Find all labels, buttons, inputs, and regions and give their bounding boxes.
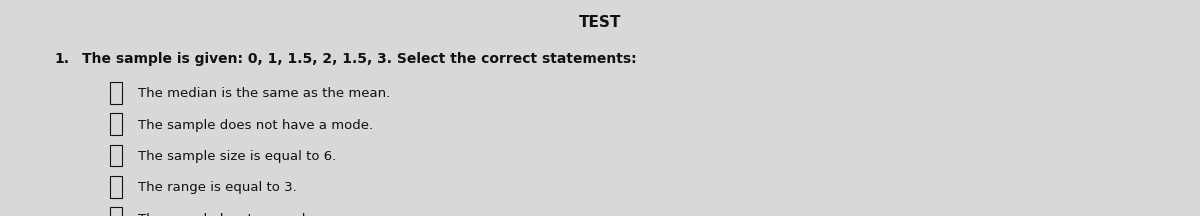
Bar <box>110 113 122 135</box>
Bar <box>110 207 122 216</box>
Bar <box>110 176 122 198</box>
Text: The sample does not have a mode.: The sample does not have a mode. <box>138 119 373 132</box>
Bar <box>110 82 122 104</box>
Text: The median is the same as the mean.: The median is the same as the mean. <box>138 87 390 100</box>
Text: The sample size is equal to 6.: The sample size is equal to 6. <box>138 150 336 163</box>
Text: The sample is given: 0, 1, 1.5, 2, 1.5, 3. Select the correct statements:: The sample is given: 0, 1, 1.5, 2, 1.5, … <box>82 52 636 66</box>
Text: The range is equal to 3.: The range is equal to 3. <box>138 181 296 194</box>
Text: 1.: 1. <box>55 52 70 66</box>
Bar <box>110 145 122 166</box>
Text: The sample has two modes.: The sample has two modes. <box>138 213 325 216</box>
Text: TEST: TEST <box>578 15 622 30</box>
